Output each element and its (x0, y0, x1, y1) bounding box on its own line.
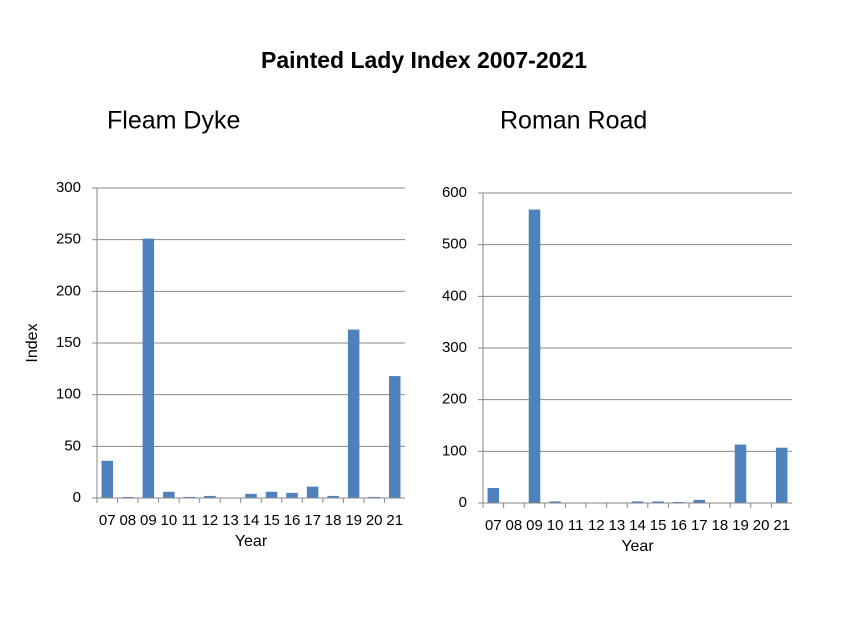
x-tick-label: 17 (691, 517, 708, 534)
x-tick-label: 09 (140, 512, 157, 529)
x-tick-label: 19 (732, 517, 749, 534)
bar (204, 495, 216, 498)
bar (183, 496, 196, 498)
x-tick-label: 16 (670, 517, 687, 534)
y-tick-label: 0 (459, 494, 467, 511)
bar (652, 501, 664, 503)
bar (631, 501, 644, 503)
x-tick-label: 18 (325, 512, 342, 529)
bar (265, 491, 278, 498)
bar (368, 496, 380, 498)
chart-title: Roman Road (500, 107, 647, 135)
x-tick-label: 11 (568, 517, 584, 534)
x-tick-label: 10 (161, 512, 178, 529)
x-tick-label: 14 (243, 512, 260, 529)
chart-title: Fleam Dyke (107, 107, 240, 135)
y-tick-label: 200 (442, 391, 467, 408)
y-tick-label: 50 (64, 437, 81, 454)
bar (775, 447, 788, 503)
x-tick-label: 13 (222, 512, 239, 529)
bar (101, 460, 114, 498)
bar (549, 501, 561, 503)
x-tick-label: 15 (650, 517, 667, 534)
y-tick-label: 600 (442, 184, 467, 201)
bar (672, 501, 685, 503)
bar (142, 238, 155, 498)
x-tick-label: 11 (182, 512, 198, 529)
y-tick-label: 150 (56, 334, 81, 351)
x-tick-label: 17 (304, 512, 321, 529)
y-tick-label: 400 (442, 287, 467, 304)
x-tick-label: 20 (366, 512, 383, 529)
y-tick-label: 200 (56, 282, 81, 299)
page-title: Painted Lady Index 2007-2021 (261, 47, 587, 73)
bar (487, 488, 500, 503)
y-axis-label: Index (24, 323, 41, 362)
bar (286, 492, 298, 498)
x-axis-label: Year (235, 533, 268, 550)
y-tick-label: 0 (73, 489, 81, 506)
y-tick-label: 300 (56, 179, 81, 196)
y-tick-label: 500 (442, 236, 467, 253)
x-tick-label: 07 (99, 512, 116, 529)
x-tick-label: 21 (773, 517, 790, 534)
bar (347, 329, 360, 498)
x-tick-label: 12 (202, 512, 219, 529)
y-tick-label: 300 (442, 339, 467, 356)
bar (388, 376, 401, 498)
x-tick-label: 20 (753, 517, 770, 534)
x-tick-label: 16 (284, 512, 301, 529)
y-tick-label: 250 (56, 231, 81, 248)
x-tick-label: 13 (609, 517, 626, 534)
bar (306, 486, 319, 498)
x-tick-label: 14 (629, 517, 646, 534)
y-tick-label: 100 (56, 386, 81, 403)
x-tick-label: 08 (119, 512, 136, 529)
bar (693, 499, 706, 503)
x-tick-label: 19 (345, 512, 362, 529)
bar (245, 493, 257, 498)
x-tick-label: 18 (712, 517, 729, 534)
y-tick-label: 100 (442, 442, 467, 459)
x-tick-label: 12 (588, 517, 605, 534)
bar (734, 444, 747, 503)
x-tick-label: 08 (506, 517, 523, 534)
x-tick-label: 09 (526, 517, 543, 534)
x-tick-label: 15 (263, 512, 280, 529)
bar (163, 491, 175, 498)
bar (528, 209, 541, 504)
bar (122, 496, 134, 498)
x-axis-label: Year (621, 538, 654, 555)
bar (327, 495, 339, 498)
x-tick-label: 07 (485, 517, 502, 534)
x-tick-label: 10 (547, 517, 564, 534)
x-tick-label: 21 (386, 512, 403, 529)
